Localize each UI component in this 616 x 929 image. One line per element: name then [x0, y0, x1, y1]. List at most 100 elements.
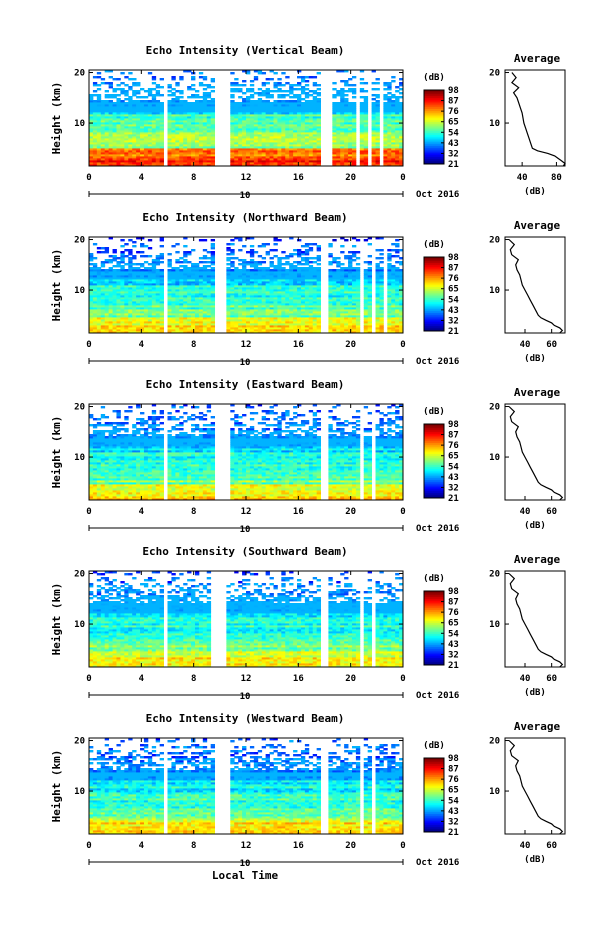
heat-cell [206, 164, 212, 167]
heat-cell [112, 90, 117, 93]
heat-cell [183, 154, 188, 157]
heat-cell [128, 86, 133, 89]
colorbar-step [424, 151, 444, 154]
heat-cell [379, 313, 384, 316]
heat-cell [155, 102, 161, 105]
heat-cell [171, 307, 176, 310]
heat-cell [132, 126, 137, 129]
heat-cell [187, 142, 192, 145]
heat-cell [238, 289, 243, 292]
heat-cell [206, 279, 212, 282]
heat-cell [179, 287, 184, 290]
heat-cell [285, 100, 290, 103]
heat-cell [351, 289, 357, 292]
heat-cell [230, 303, 235, 306]
heat-cell [92, 110, 98, 113]
heat-cell [132, 122, 137, 125]
heat-cell [234, 162, 239, 165]
heat-cell [120, 329, 125, 332]
heat-cell [257, 295, 263, 298]
heat-cell [100, 142, 106, 145]
heat-cell [159, 297, 164, 300]
heat-cell [198, 305, 204, 308]
heat-cell [363, 110, 369, 113]
heat-cell [108, 152, 113, 155]
heat-cell [230, 313, 235, 316]
heat-cell [249, 150, 255, 153]
heat-cell [210, 152, 216, 155]
heat-cell [308, 112, 314, 115]
heat-cell [206, 100, 212, 103]
heat-cell [183, 102, 188, 105]
heat-cell [96, 102, 102, 105]
heat-cell [363, 108, 369, 111]
heat-cell [206, 132, 212, 135]
heat-cell [375, 283, 380, 286]
heat-cell [155, 142, 161, 145]
heat-cell [167, 287, 172, 290]
heat-cell [344, 108, 349, 111]
heat-cell [269, 273, 274, 276]
heat-cell [285, 130, 290, 133]
heat-cell [202, 291, 208, 294]
heat-cell [120, 331, 125, 334]
heat-cell [395, 305, 400, 308]
heat-cell [230, 295, 235, 298]
heat-cell [234, 134, 239, 137]
heat-cell [257, 130, 263, 133]
heat-cell [265, 102, 270, 105]
heat-cell [206, 112, 212, 115]
heat-cell [230, 126, 235, 129]
heat-cell [140, 132, 145, 135]
heat-cell [151, 329, 157, 332]
heat-cell [112, 150, 117, 153]
heat-cell [297, 100, 302, 103]
heat-cell [171, 78, 176, 81]
heat-cell [363, 285, 369, 288]
heat-cell [336, 146, 341, 149]
heat-cell [140, 323, 145, 326]
heat-cell [183, 331, 188, 334]
heat-cell [89, 299, 94, 302]
heat-cell [187, 102, 192, 105]
heat-cell [297, 317, 302, 320]
heat-cell [206, 136, 212, 139]
heat-cell [187, 321, 192, 324]
heat-cell [183, 315, 188, 318]
heat-cell [151, 116, 157, 119]
heat-cell [238, 152, 243, 155]
heat-cell [128, 114, 133, 117]
heat-cell [108, 116, 113, 119]
heat-cell [234, 299, 239, 302]
heat-cell [359, 130, 365, 133]
heat-cell [312, 303, 318, 306]
heat-cell [269, 309, 274, 312]
heat-cell [238, 331, 243, 334]
heat-cell [179, 295, 184, 298]
heat-cell [332, 128, 337, 131]
heat-cell [383, 160, 388, 163]
heat-cell [89, 162, 94, 165]
heat-cell [155, 293, 161, 296]
heat-cell [348, 273, 353, 276]
heat-cell [198, 140, 204, 143]
heat-cell [257, 273, 263, 276]
heat-cell [277, 82, 282, 85]
heat-cell [159, 102, 164, 105]
heat-cell [198, 104, 204, 107]
heat-cell [171, 150, 176, 153]
heat-cell [371, 150, 376, 153]
heat-cell [348, 277, 353, 280]
heat-cell [363, 303, 369, 306]
heat-cell [304, 80, 310, 83]
heat-cell [234, 287, 239, 290]
heat-cell [210, 146, 216, 149]
heat-cell [375, 126, 380, 129]
heat-cell [371, 114, 376, 117]
heat-cell [277, 102, 282, 105]
heat-cell [155, 128, 161, 131]
heat-cell [304, 295, 310, 298]
heat-cell [143, 136, 149, 139]
heat-cell [371, 102, 376, 105]
heat-cell [304, 273, 310, 276]
